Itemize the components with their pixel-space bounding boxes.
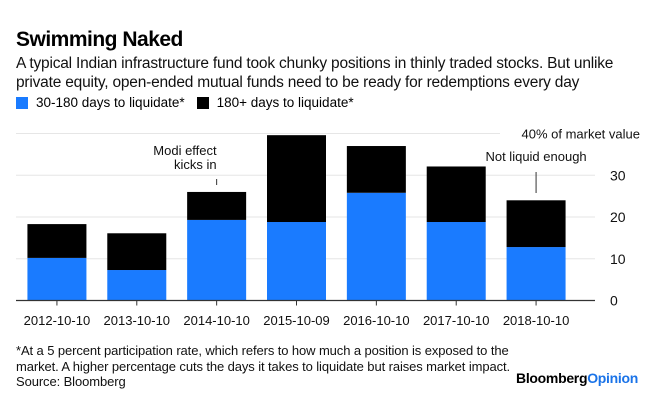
x-tick-label: 2014-10-10	[183, 313, 250, 328]
brand-accent: Opinion	[587, 370, 638, 386]
legend-swatch-blue	[16, 96, 28, 109]
source-label: Source: Bloomberg	[16, 374, 126, 389]
annotation-text: Modi effect	[153, 143, 217, 158]
y-tick-label: 0	[610, 293, 618, 309]
bar-segment-180-plus	[426, 166, 486, 223]
annotation-text: kicks in	[174, 157, 217, 172]
footnote-line-1: *At a 5 percent participation rate, whic…	[16, 343, 509, 358]
bar-segment-180-plus	[187, 191, 247, 220]
brand-main: Bloomberg	[516, 370, 588, 386]
x-tick-label: 2015-10-09	[263, 313, 330, 328]
legend-item-30-180: 30-180 days to liquidate*	[16, 95, 185, 110]
legend-label: 30-180 days to liquidate*	[36, 95, 185, 110]
legend: 30-180 days to liquidate* 180+ days to l…	[16, 95, 366, 110]
bar-segment-180-plus	[267, 135, 326, 223]
x-tick-label: 2012-10-10	[24, 313, 91, 328]
bar-segment-180-plus	[506, 200, 566, 248]
footnote: *At a 5 percent participation rate, whic…	[16, 343, 576, 390]
chart-subtitle: A typical Indian infrastructure fund too…	[16, 55, 614, 91]
bar-segment-30-180	[187, 219, 247, 301]
x-tick-label: 2018-10-10	[503, 313, 570, 328]
bar-segment-180-plus	[107, 233, 167, 271]
bar-segment-30-180	[267, 222, 326, 301]
y-tick-label: 30	[610, 167, 626, 183]
chart-title: Swimming Naked	[16, 28, 183, 51]
bar-segment-180-plus	[27, 224, 87, 258]
annotation-text: Not liquid enough	[485, 149, 586, 164]
y-tick-label: 10	[610, 251, 626, 267]
x-tick-label: 2013-10-10	[104, 313, 171, 328]
bar-segment-30-180	[27, 257, 87, 301]
bar-segment-30-180	[426, 222, 486, 301]
bar-segment-30-180	[107, 270, 167, 301]
x-tick-label: 2017-10-10	[423, 313, 490, 328]
bar-segment-180-plus	[346, 146, 406, 193]
bar-segment-30-180	[506, 247, 566, 301]
brand-logo: BloombergOpinion	[516, 370, 638, 386]
legend-label: 180+ days to liquidate*	[216, 95, 354, 110]
y-top-tick-label: 40% of market value	[521, 127, 640, 142]
y-tick-label: 20	[610, 209, 626, 225]
footnote-line-2: market. A higher percentage cuts the day…	[16, 358, 511, 374]
legend-swatch-black	[196, 96, 209, 109]
x-tick-label: 2016-10-10	[343, 313, 410, 328]
legend-item-180-plus: 180+ days to liquidate*	[196, 95, 354, 110]
bar-segment-30-180	[346, 192, 406, 301]
